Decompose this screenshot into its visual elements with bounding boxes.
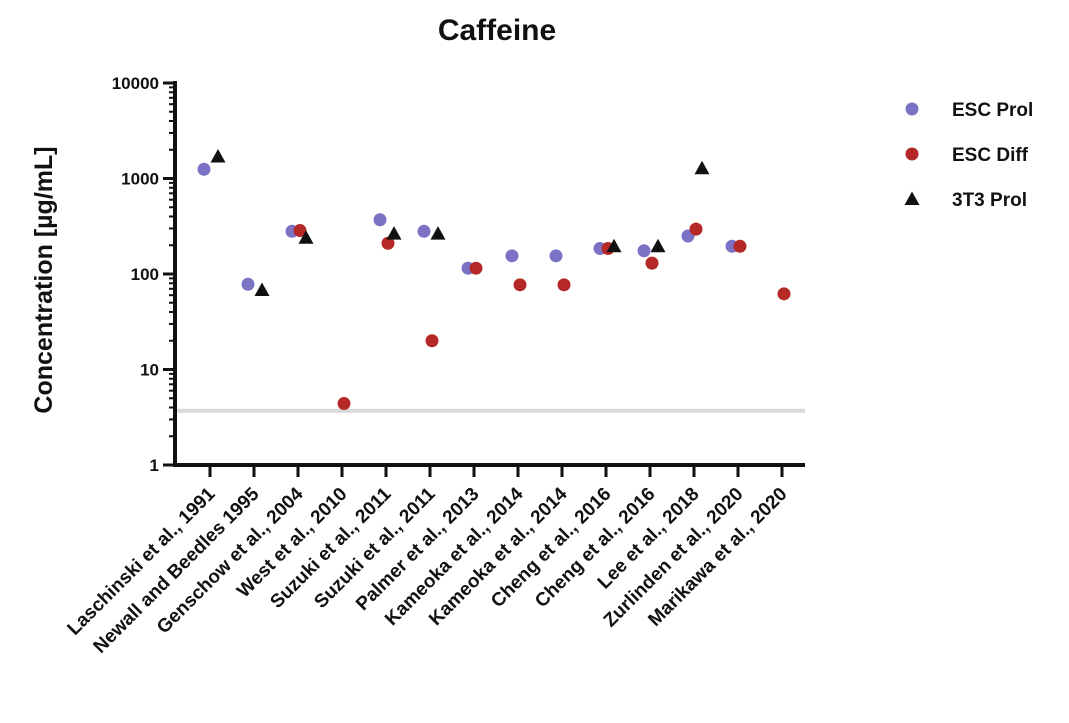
legend: ESC Prol ESC Diff 3T3 Prol (904, 100, 1033, 211)
esc-prol-point (197, 162, 211, 176)
y-axis-label: Concentration [µg/mL] (30, 146, 58, 413)
esc-diff-point (557, 278, 571, 292)
esc-prol-point (505, 249, 519, 263)
esc-prol-point (241, 277, 255, 291)
y-tick-label: 1000 (121, 170, 159, 189)
esc-diff-point (293, 224, 307, 238)
legend-label-esc-diff: ESC Diff (952, 145, 1029, 166)
esc-diff-point (513, 278, 527, 292)
3t3-prol-point (254, 282, 270, 296)
legend-label-3t3-prol: 3T3 Prol (952, 190, 1027, 211)
chart-title: Caffeine (438, 14, 556, 47)
x-tick-label: Newall and Beedles 1995 (90, 483, 264, 657)
esc-diff-point (425, 334, 439, 348)
esc-diff-point (777, 287, 791, 301)
3t3-prol-point (210, 148, 226, 163)
3t3-prol-point (430, 226, 446, 240)
legend-marker-3t3-prol (904, 191, 920, 205)
esc-prol-point (637, 244, 651, 258)
esc-diff-point (469, 261, 483, 275)
legend-marker-esc-prol (905, 102, 919, 116)
3t3-prol-point (606, 238, 622, 253)
esc-prol-point (417, 224, 431, 238)
esc-diff-point (645, 256, 659, 270)
y-tick-label: 10 (140, 361, 159, 380)
y-tick-label: 100 (131, 265, 159, 284)
esc-diff-point (337, 397, 351, 411)
3t3-prol-point (694, 160, 710, 175)
y-tick-label: 10000 (112, 74, 159, 93)
3t3-prol-point (650, 238, 666, 253)
legend-marker-esc-diff (905, 147, 919, 161)
esc-prol-point (549, 249, 563, 263)
esc-diff-point (733, 239, 747, 253)
esc-diff-point (689, 222, 703, 236)
3t3-prol-point (298, 230, 314, 244)
esc-diff-point (381, 236, 395, 250)
3t3-prol-point (386, 226, 402, 240)
legend-label-esc-prol: ESC Prol (952, 100, 1033, 121)
esc-prol-point (373, 213, 387, 227)
y-tick-label: 1 (150, 456, 159, 475)
